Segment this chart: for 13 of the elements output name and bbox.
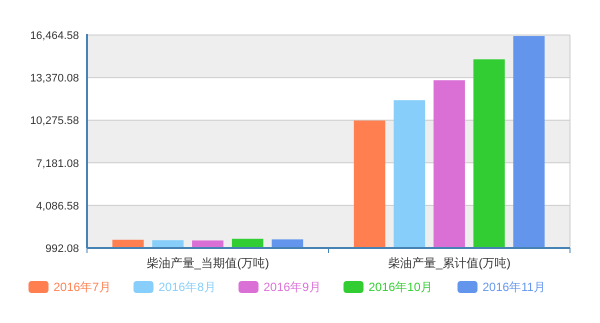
legend-label: 2016年9月 <box>264 280 321 294</box>
y-tick-label: 13,370.08 <box>30 72 79 85</box>
legend-label: 2016年8月 <box>158 280 216 294</box>
y-tick-label: 4,086.58 <box>36 200 79 212</box>
y-tick-label: 16,464.58 <box>30 30 79 42</box>
legend-label: 2016年11月 <box>482 280 546 294</box>
y-tick-label: 10,275.58 <box>30 115 79 128</box>
y-tick-label: 7,181.08 <box>36 158 79 170</box>
legend-label: 2016年7月 <box>54 280 111 294</box>
legend-label: 2016年10月 <box>368 280 433 294</box>
x-tick-label: 柴油产量_当期值(万吨) <box>146 256 270 270</box>
y-tick-label: 992.08 <box>45 243 79 255</box>
x-tick-label: 柴油产量_累计值(万吨) <box>388 256 511 270</box>
